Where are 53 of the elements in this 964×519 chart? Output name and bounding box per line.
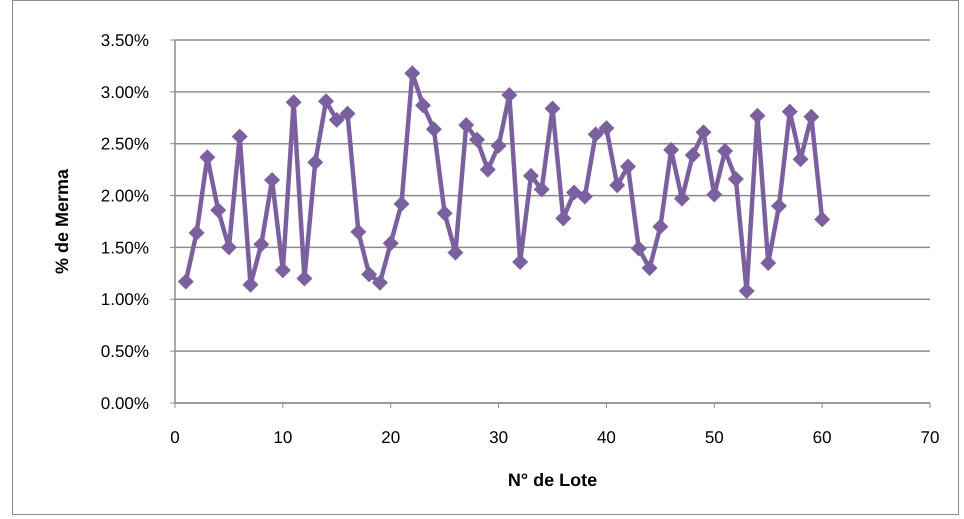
point <box>361 266 378 282</box>
y-tick-label: 2.50% <box>100 134 149 154</box>
y-tick-label: 0.50% <box>100 342 149 362</box>
x-tick-label: 40 <box>596 428 616 447</box>
point <box>178 274 194 290</box>
x-tick-label: 20 <box>381 428 400 447</box>
point <box>490 138 507 154</box>
y-tick-label: 0.00% <box>100 394 149 413</box>
point <box>188 224 205 241</box>
point <box>576 188 593 205</box>
y-tick-label: 3.00% <box>100 82 149 102</box>
point <box>469 132 485 148</box>
point <box>415 97 432 114</box>
point <box>382 235 399 252</box>
point <box>814 211 830 228</box>
point <box>717 142 734 159</box>
point <box>630 240 647 256</box>
point <box>522 168 539 184</box>
point <box>340 106 356 122</box>
point <box>318 93 334 110</box>
point <box>534 181 550 198</box>
x-tick-label: 60 <box>812 428 832 447</box>
point <box>458 117 474 134</box>
x-tick-label: 50 <box>704 428 724 447</box>
point <box>426 121 442 138</box>
point <box>307 154 324 170</box>
point <box>728 170 744 187</box>
y-axis-title: % de Merma <box>52 168 72 274</box>
point <box>566 184 582 200</box>
point <box>253 236 270 252</box>
point <box>598 120 614 136</box>
point <box>609 177 626 194</box>
x-tick-label: 30 <box>489 428 508 447</box>
point <box>436 205 453 222</box>
point <box>328 112 345 128</box>
point <box>684 147 701 164</box>
point <box>480 162 496 178</box>
point <box>350 224 366 240</box>
x-tick-label: 10 <box>273 428 292 447</box>
x-tick-label: 70 <box>920 428 940 447</box>
point <box>642 260 658 276</box>
y-tick-label: 2.00% <box>100 186 149 206</box>
point <box>588 126 604 142</box>
x-axis-title: N° de Lote <box>508 470 598 490</box>
point <box>771 198 787 214</box>
x-tick-label: 0 <box>170 428 180 447</box>
y-tick-label: 3.50% <box>100 30 149 50</box>
y-tick-label: 1.50% <box>100 238 149 258</box>
point <box>394 196 410 212</box>
point <box>652 218 668 235</box>
point <box>372 274 388 291</box>
y-tick-label: 1.00% <box>100 290 149 310</box>
point <box>210 202 226 218</box>
